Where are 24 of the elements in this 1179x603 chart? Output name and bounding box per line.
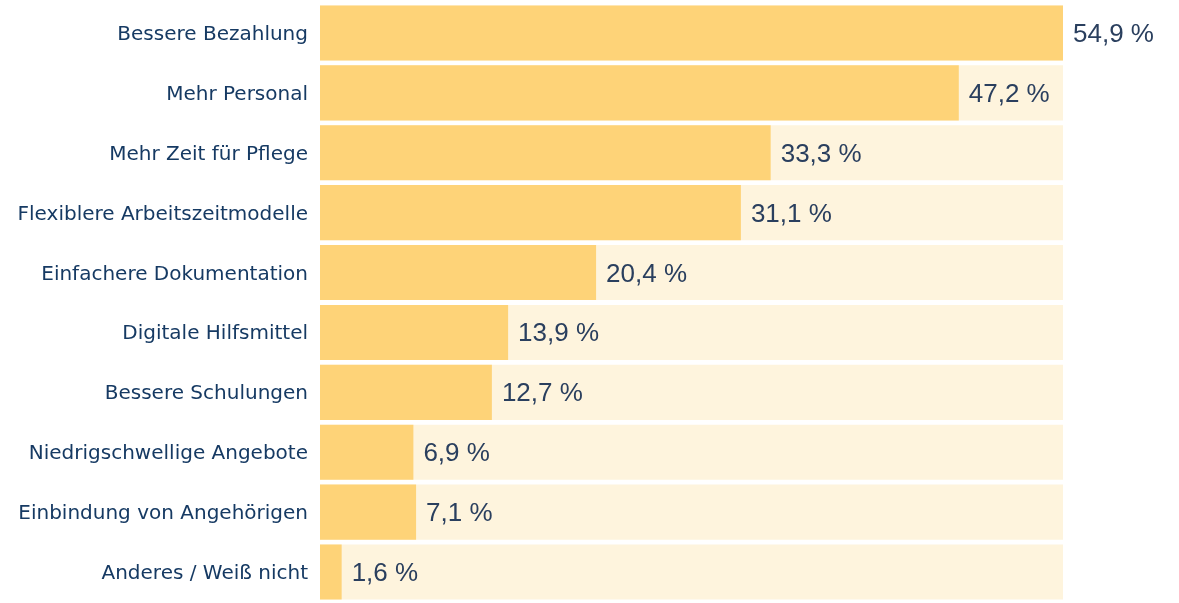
data-label: 7,1 % — [426, 497, 493, 528]
y-tick-label: Einfachere Dokumentation — [41, 260, 308, 285]
y-tick-label: Mehr Personal — [166, 80, 308, 105]
data-label: 47,2 % — [968, 77, 1050, 108]
data-label: 33,3 % — [780, 137, 862, 168]
y-tick-label: Einbindung von Angehörigen — [18, 500, 308, 525]
data-label: 20,4 % — [606, 257, 688, 288]
y-tick-label: Flexiblere Arbeitszeitmodelle — [17, 200, 308, 225]
y-tick-label: Bessere Bezahlung — [117, 20, 308, 45]
y-tick-label: Anderes / Weiß nicht — [101, 560, 309, 585]
bar — [320, 424, 414, 480]
data-label: 31,1 % — [750, 197, 832, 228]
data-label: 12,7 % — [501, 377, 583, 408]
data-label: 1,6 % — [351, 557, 419, 588]
y-tick-label: Digitale Hilfsmittel — [122, 320, 308, 345]
y-tick-label: Niedrigschwellige Angebote — [28, 440, 308, 465]
bar — [320, 544, 342, 600]
data-label: 13,9 % — [518, 317, 600, 348]
y-tick-label: Mehr Zeit für Pflege — [109, 140, 308, 165]
bar — [320, 484, 417, 540]
data-label: 6,9 % — [423, 437, 490, 468]
y-tick-label: Bessere Schulungen — [104, 380, 308, 405]
data-label: 54,9 % — [1073, 17, 1154, 48]
bar — [320, 364, 492, 420]
